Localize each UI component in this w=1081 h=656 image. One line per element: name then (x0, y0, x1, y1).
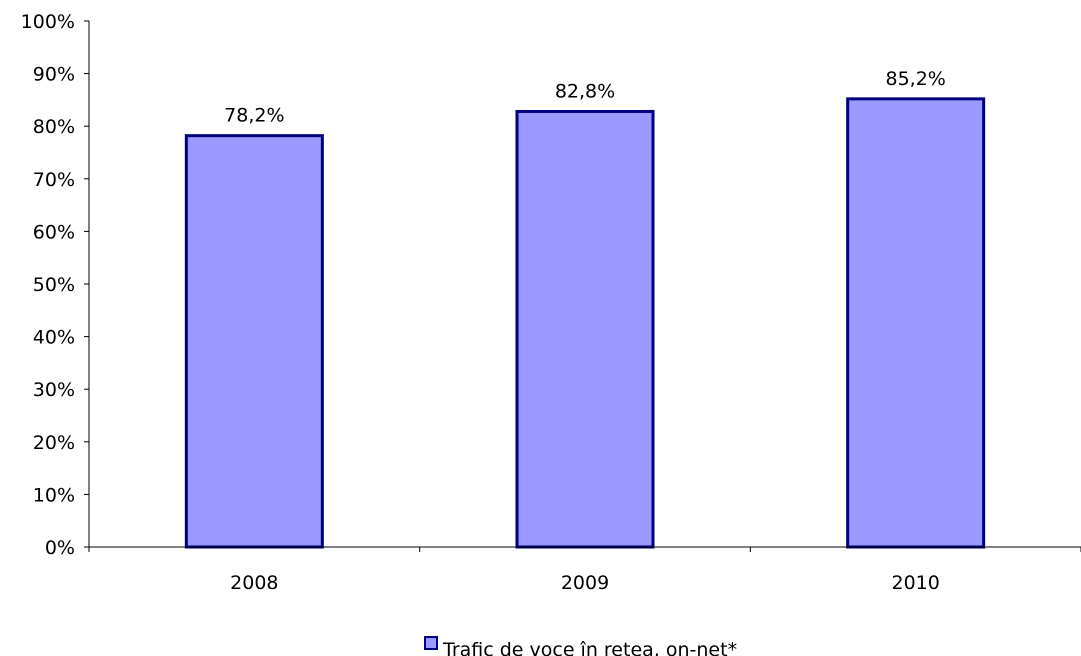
bar (846, 97, 986, 549)
x-tick-label: 2009 (561, 572, 609, 594)
y-tick-label: 70% (33, 169, 75, 191)
y-axis-ticks: 0% 10% 20% 30% 40% 50% 60% 70% 80% 90% 100% (21, 11, 89, 559)
legend-label: Trafic de voce în retea, on-net* (442, 639, 737, 656)
bars-group (184, 97, 986, 549)
bar (184, 134, 324, 549)
y-tick-label: 50% (33, 274, 75, 296)
y-tick-label: 0% (45, 537, 75, 559)
y-tick-label: 20% (33, 432, 75, 454)
x-tick-label: 2008 (230, 572, 278, 594)
y-tick-label: 80% (33, 116, 75, 138)
legend: Trafic de voce în retea, on-net* (424, 636, 737, 656)
data-label: 85,2% (885, 68, 945, 90)
y-tick-label: 90% (33, 64, 75, 86)
data-label: 78,2% (224, 105, 284, 127)
legend-swatch (424, 636, 438, 650)
y-tick-label: 10% (33, 484, 75, 506)
y-tick-label: 30% (33, 379, 75, 401)
bar (515, 109, 655, 549)
data-label: 82,8% (555, 80, 615, 102)
y-tick-label: 60% (33, 221, 75, 243)
data-labels-group: 78,2% 82,8% 85,2% (224, 68, 946, 127)
y-tick-label: 100% (21, 11, 75, 33)
x-axis-ticks: 2008 2009 2010 (88, 547, 1081, 594)
x-tick-label: 2010 (891, 572, 939, 594)
y-tick-label: 40% (33, 327, 75, 349)
